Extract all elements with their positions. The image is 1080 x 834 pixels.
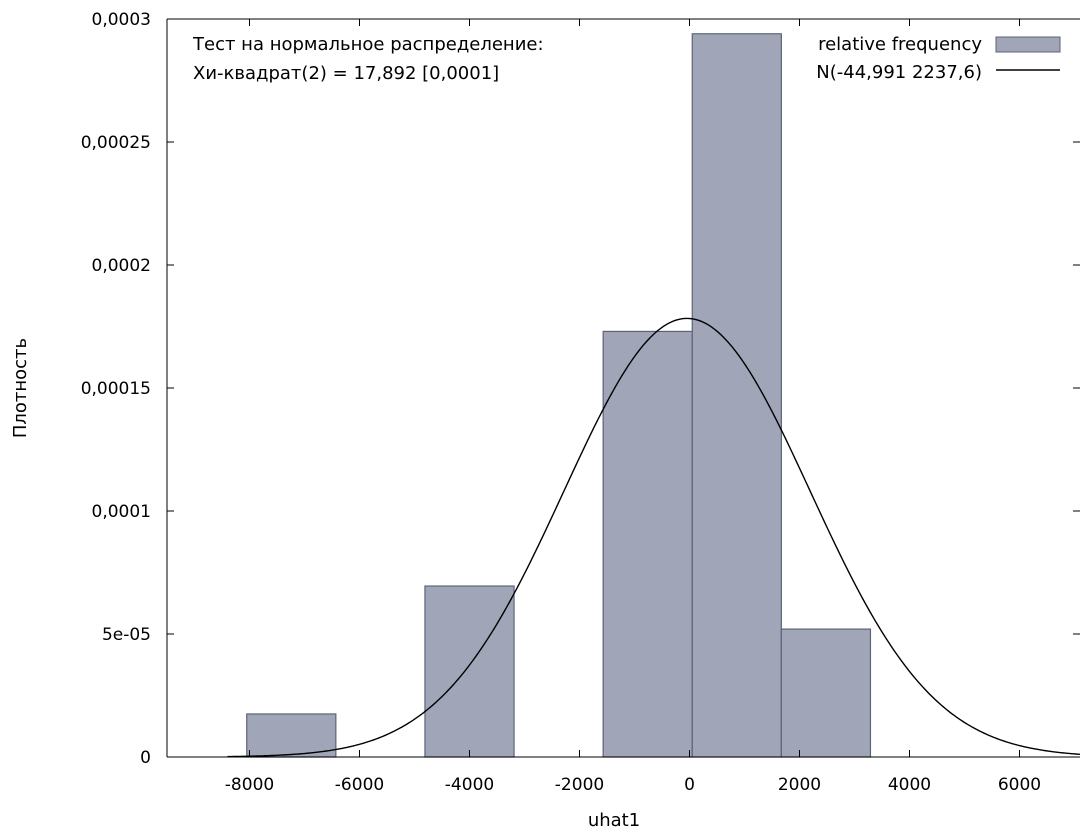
x-tick-label: 6000 — [998, 775, 1041, 795]
y-tick-label: 0 — [140, 748, 151, 768]
chi-square-result: Хи-квадрат(2) = 17,892 [0,0001] — [193, 63, 499, 84]
legend-label-histogram: relative frequency — [818, 34, 982, 55]
histogram-bar-0 — [246, 713, 337, 758]
normality-test-title: Тест на нормальное распределение: — [192, 34, 544, 55]
x-tick-label: -4000 — [445, 775, 494, 795]
x-tick-label: -8000 — [225, 775, 274, 795]
y-tick-label: 0,00025 — [81, 133, 151, 153]
y-tick-label: 0,0003 — [92, 10, 151, 30]
y-tick-label: 0,0002 — [92, 256, 151, 276]
y-tick-label: 0,0001 — [92, 502, 151, 522]
legend-label-normal: N(-44,991 2237,6) — [816, 62, 982, 83]
legend: relative frequency N(-44,991 2237,6) — [816, 34, 1061, 83]
histogram-bar-5 — [691, 33, 782, 758]
y-axis-title: Плотность — [10, 338, 31, 438]
legend-swatch-histogram — [995, 36, 1061, 53]
histogram-bar-4 — [602, 330, 693, 758]
x-tick-label: 0 — [684, 775, 695, 795]
y-tick-label: 0,00015 — [81, 379, 151, 399]
histogram-bar-6 — [780, 628, 872, 758]
x-tick-label: -6000 — [335, 775, 384, 795]
histogram-bars — [246, 33, 872, 758]
x-tick-label: -2000 — [555, 775, 604, 795]
plot-axes — [166, 18, 1080, 758]
x-tick-label: 4000 — [888, 775, 931, 795]
normal-curve-layer — [227, 317, 1080, 758]
y-tick-label: 5e-05 — [102, 625, 151, 645]
x-axis-title: uhat1 — [588, 810, 640, 831]
tick-labels: -8000 -6000 -4000 -2000 0 2000 4000 6000 0 5e-05 0… — [81, 10, 1041, 795]
x-tick-label: 2000 — [778, 775, 821, 795]
normal-density-curve — [227, 317, 1080, 758]
histogram-bar-2 — [424, 585, 515, 758]
